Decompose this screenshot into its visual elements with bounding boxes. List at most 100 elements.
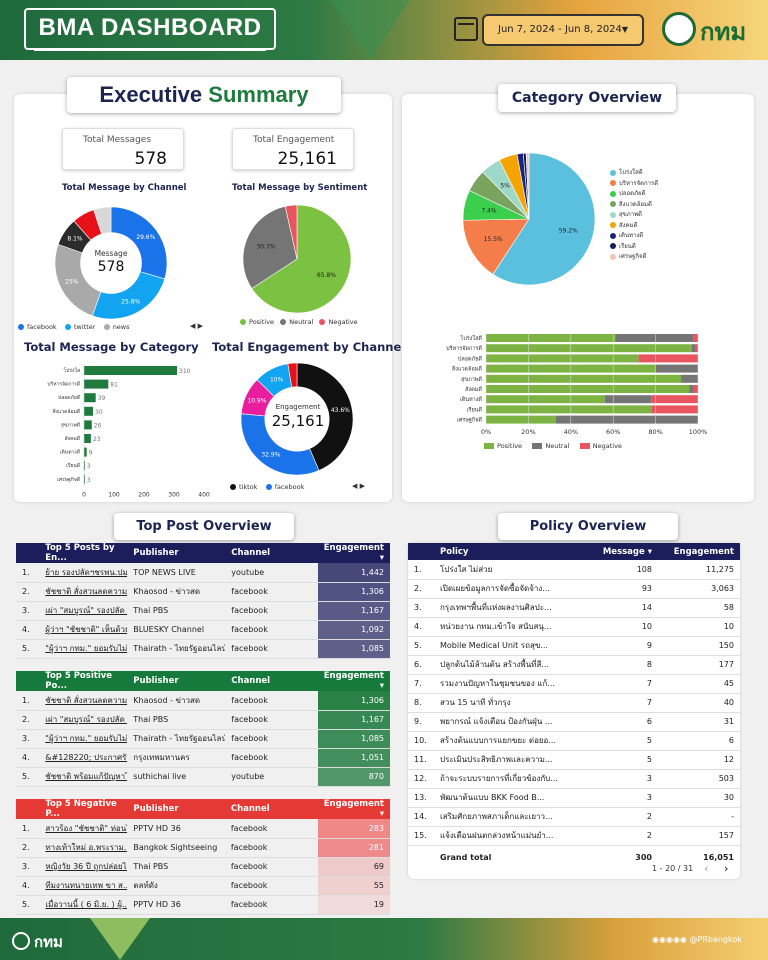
legend-item: facebook: [27, 323, 57, 331]
stacked-segment-neutral: [615, 334, 694, 342]
table-cell[interactable]: ชัชชาติ สั่งสวนลดความขัดแย้ง...: [39, 691, 128, 711]
bar-value-label: 81: [110, 382, 118, 389]
table-row[interactable]: 7. รวมงานปัญหาในชุมชนของ แก้... 7 45: [408, 674, 740, 694]
column-header[interactable]: Message ▾: [574, 543, 658, 560]
legend-item: เศรษฐกิจดี: [619, 253, 647, 260]
table-cell: facebook: [225, 691, 318, 711]
table-row[interactable]: 3.หญิงวัย 36 ปี ถูกปล่อยไม่...Thai PBSfa…: [16, 857, 390, 877]
table-row[interactable]: 4.ผู้ว่าฯ "ชัชชาติ" เห็นด้วยกับ...BLUESK…: [16, 620, 390, 640]
table-cell: 177: [658, 655, 740, 675]
prev-page-icon[interactable]: ‹: [704, 862, 709, 875]
table-cell[interactable]: ทีมงานทนายเทพ ขา ส...: [39, 876, 128, 896]
category-label: โปร่งใส: [64, 367, 80, 374]
table-cell: 503: [658, 769, 740, 789]
table-cell: 108: [574, 560, 658, 580]
table-row[interactable]: 1. โปร่งใส ไม่ส่วย 108 11,275: [408, 560, 740, 580]
table-cell: 1,092: [317, 620, 390, 640]
column-header: [408, 543, 434, 560]
table-row[interactable]: 9. พยากรณ์ แจ้งเตือน ป้องกันฝุ่น ... 6 31: [408, 712, 740, 732]
legend-pager-icon[interactable]: ◀ ▶: [352, 482, 365, 490]
calendar-icon[interactable]: [454, 17, 478, 41]
bma-logo-text: กทม: [700, 19, 747, 46]
table-cell: 1,167: [317, 710, 390, 730]
table-cell[interactable]: "ผู้ว่าฯ กทม." ยอมรับไม่ได้...: [39, 729, 128, 749]
table-row[interactable]: 10. สร้างต้นแบบการแยกขยะ ต่อยอ... 5 6: [408, 731, 740, 751]
table-row[interactable]: 3."ผู้ว่าฯ กทม." ยอมรับไม่ได้...Thairath…: [16, 729, 390, 749]
table-row[interactable]: 1.ย้าย รองปลัดฯชรพน.ปม. ตู้ร้...TOP NEWS…: [16, 563, 390, 583]
table-cell[interactable]: ผู้ว่าฯ "ชัชชาติ" เห็นด้วยกับ...: [39, 620, 128, 640]
table-row[interactable]: 12. ถ้าจะระบบรายการที่เกี่ยวข้องกับ... 3 50…: [408, 769, 740, 789]
donut-hole: [80, 232, 142, 294]
column-header[interactable]: Engagement ▾: [317, 799, 390, 819]
x-tick-label: 0: [82, 491, 86, 498]
table-cell: 4.: [16, 620, 40, 640]
table-row[interactable]: 1.ชัชชาติ สั่งสวนลดความขัดแย้ง...Khaosod…: [16, 691, 390, 711]
footer-logo-icon: [12, 932, 30, 950]
table-header-row: Top 5 Negative P... Publisher Channel Engag…: [16, 799, 390, 819]
table-row[interactable]: 13. พัฒนาต้นแบบ BKK Food B... 3 30: [408, 788, 740, 808]
table-cell[interactable]: ชัชชาติ พร้อมแก้ปัญหาได้...: [39, 767, 128, 787]
table-row[interactable]: 2.เผ่า "สมบูรณ์" รองปลัด กทม...Thai PBSf…: [16, 710, 390, 730]
table-row[interactable]: 1.สาวร้อง "ชัชชาติ" ท่อนไม้...PPTV HD 36…: [16, 819, 390, 839]
table-row[interactable]: 6. ปลูกต้นไม้ล้านต้น สร้างพื้นที่สี... 8 17…: [408, 655, 740, 675]
legend-pager-icon[interactable]: ◀ ▶: [190, 322, 203, 330]
table-row[interactable]: 4.&#128220; ประกาศรับ...กรุงเทพมหานครfac…: [16, 748, 390, 768]
table-cell[interactable]: &#128220; ประกาศรับ...: [39, 748, 128, 768]
table-row[interactable]: 2.ชัชชาติ สั่งสวนลดความขัดแย้ง...Khaosod…: [16, 582, 390, 602]
table-row[interactable]: 8. สวน 15 นาที ทั่วกรุง 7 40: [408, 693, 740, 713]
engagement-legend: tiktok facebook: [230, 483, 304, 491]
table-cell: เปิดเผยข้อมูลการจัดซื้อจัดจ้าง...: [434, 579, 574, 599]
stacked-segment-positive: [486, 354, 639, 363]
table-cell: 3.: [16, 601, 40, 621]
category-label: เศรษฐกิจดี: [457, 417, 483, 424]
table-cell[interactable]: เผ่า "สมบูรณ์" รองปลัด กทม...: [39, 601, 128, 621]
x-tick-label: 400: [198, 491, 210, 498]
table-cell: ปลูกต้นไม้ล้านต้น สร้างพื้นที่สี...: [434, 655, 574, 675]
table-row[interactable]: 3. กรุงเทพฯพื้นที่แห่งผลงานศิลปะ... 14 58: [408, 598, 740, 618]
table-cell: 283: [317, 819, 390, 839]
table-cell[interactable]: "ผู้ว่าฯ กทม." ยอมรับไม่ได้...: [39, 639, 128, 659]
policy-table: Policy Message ▾ Engagement 1. โปร่งใส ไม่ส่…: [408, 543, 740, 869]
table-cell[interactable]: หญิงวัย 36 ปี ถูกปล่อยไม่...: [39, 857, 128, 877]
table-row[interactable]: 11. ประเมินประสิทธิภาพและความ... 5 12: [408, 750, 740, 770]
column-header[interactable]: Engagement ▾: [317, 543, 390, 563]
table-cell[interactable]: สาวร้อง "ชัชชาติ" ท่อนไม้...: [39, 819, 128, 839]
table-cell: Thairath - ไทยรัฐออนไลน์: [127, 639, 226, 659]
table-row[interactable]: 2. เปิดเผยข้อมูลการจัดซื้อจัดจ้าง... 93 3,0…: [408, 579, 740, 599]
x-tick-label: 80%: [648, 428, 662, 436]
table-row[interactable]: 5."ผู้ว่าฯ กทม." ยอมรับไม่ได้...Thairath…: [16, 639, 390, 659]
date-range-picker[interactable]: Jun 7, 2024 - Jun 8, 2024 ▼: [482, 14, 644, 46]
table-cell[interactable]: ชัชชาติ สั่งสวนลดความขัดแย้ง...: [39, 582, 128, 602]
table-cell: 10: [658, 617, 740, 637]
table-row[interactable]: 14. เสริมศักยภาพสภาเด็กและเยาว... 2-: [408, 807, 740, 827]
total-engagement-kpi: Total Engagement 25,161: [232, 128, 354, 170]
table-row[interactable]: 4. หน่วยงาน กทม.เข้าใจ สนับสนุ... 10 10: [408, 617, 740, 637]
legend-item: Positive: [497, 442, 523, 450]
table-row[interactable]: 4. ทีมงานทนายเทพ ขา ส... ตลท์ดัง facebook 55: [16, 876, 390, 896]
table-cell: 10.: [408, 731, 434, 751]
next-page-icon[interactable]: ›: [724, 862, 729, 875]
table-cell[interactable]: ย้าย รองปลัดฯชรพน.ปม. ตู้ร้...: [39, 563, 128, 583]
table-cell[interactable]: เมื่อวานนี้ ( 6 มิ.ย. ) ผู้...: [39, 895, 128, 915]
social-handle[interactable]: ◉◉◉◉◉ @PRbangkok: [652, 935, 742, 944]
legend-item: เดินทางดี: [619, 232, 644, 239]
table-row[interactable]: 5. Mobile Medical Unit รถสุข... 9 150: [408, 636, 740, 656]
table-cell: 14: [574, 598, 658, 618]
table-cell: 12: [658, 750, 740, 770]
table-cell[interactable]: เผ่า "สมบูรณ์" รองปลัด กทม...: [39, 710, 128, 730]
table-row[interactable]: 3.เผ่า "สมบูรณ์" รองปลัด กทม...Thai PBSf…: [16, 601, 390, 621]
legend-item: โปร่งใสดี: [619, 169, 643, 176]
table-row[interactable]: 5.ชัชชาติ พร้อมแก้ปัญหาได้...suthichai l…: [16, 767, 390, 787]
sentiment-pie-chart: 65.8% 30.7%: [242, 204, 352, 314]
column-header[interactable]: Engagement ▾: [317, 671, 390, 691]
table-row[interactable]: 2. ทางเท้าใหม่ อ.พระราม... Bangkok Sightse…: [16, 838, 390, 858]
slice-label: 59.2%: [559, 228, 578, 235]
table-row[interactable]: 5. เมื่อวานนี้ ( 6 มิ.ย. ) ผู้... PPTV HD …: [16, 895, 390, 915]
table-cell: 1,085: [317, 729, 390, 749]
x-tick-label: 40%: [564, 428, 578, 436]
slice-label: 29.6%: [136, 234, 155, 241]
table-row[interactable]: 15. แจ้งเตือนฝนตกล่วงหน้าแม่นยำ... 2 157: [408, 826, 740, 846]
table-cell: 8: [574, 655, 658, 675]
table-cell: 7: [574, 693, 658, 713]
table-cell[interactable]: ทางเท้าใหม่ อ.พระราม...: [39, 838, 128, 858]
